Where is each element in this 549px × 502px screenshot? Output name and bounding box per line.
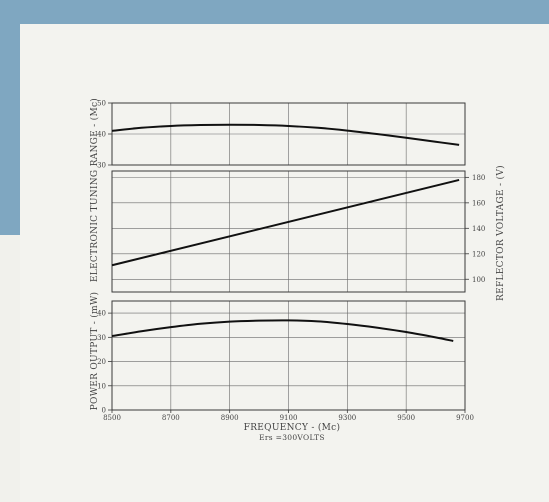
panel-frame (111, 170, 466, 293)
y-tick-label: 0 (102, 407, 106, 415)
x-tick-label: 8500 (103, 414, 121, 422)
series-line (111, 178, 460, 267)
x-axis-title: FREQUENCY - (Mc) (244, 422, 341, 433)
paper-page (20, 24, 549, 502)
y-tick-label: 180 (472, 174, 485, 182)
y-tick-label: 10 (97, 382, 106, 390)
paper-strip (0, 235, 20, 502)
y-tick-label: 30 (97, 334, 106, 342)
y-tick-label: 100 (472, 276, 485, 284)
top-color-band (0, 0, 549, 24)
y-axis-title-tuning-range: ELECTRONIC TUNING RANGE - (Mc) (89, 98, 100, 282)
x-tick-label: 9500 (397, 414, 415, 422)
chart-note: Ers =300VOLTS (259, 433, 325, 442)
y-tick-label: 20 (97, 358, 106, 366)
y-tick-label: 120 (472, 250, 485, 258)
x-tick-label: 8900 (221, 414, 239, 422)
series-line (111, 123, 460, 146)
left-color-band (0, 0, 20, 235)
y-tick-label: 160 (472, 199, 485, 207)
x-tick-label: 9100 (280, 414, 298, 422)
y-tick-label: 140 (472, 225, 485, 233)
y-tick-label: 30 (97, 162, 106, 170)
y-axis-title-reflector-voltage: REFLECTOR VOLTAGE - (V) (495, 165, 506, 301)
x-tick-label: 9300 (338, 414, 356, 422)
series-line (111, 319, 454, 342)
y-tick-label: 40 (97, 310, 106, 318)
x-tick-label: 9700 (456, 414, 474, 422)
y-axis-title-power-output: POWER OUTPUT - (mW) (89, 292, 100, 411)
y-tick-label: 40 (97, 131, 106, 139)
y-tick-label: 50 (97, 100, 106, 108)
x-tick-label: 8700 (162, 414, 180, 422)
